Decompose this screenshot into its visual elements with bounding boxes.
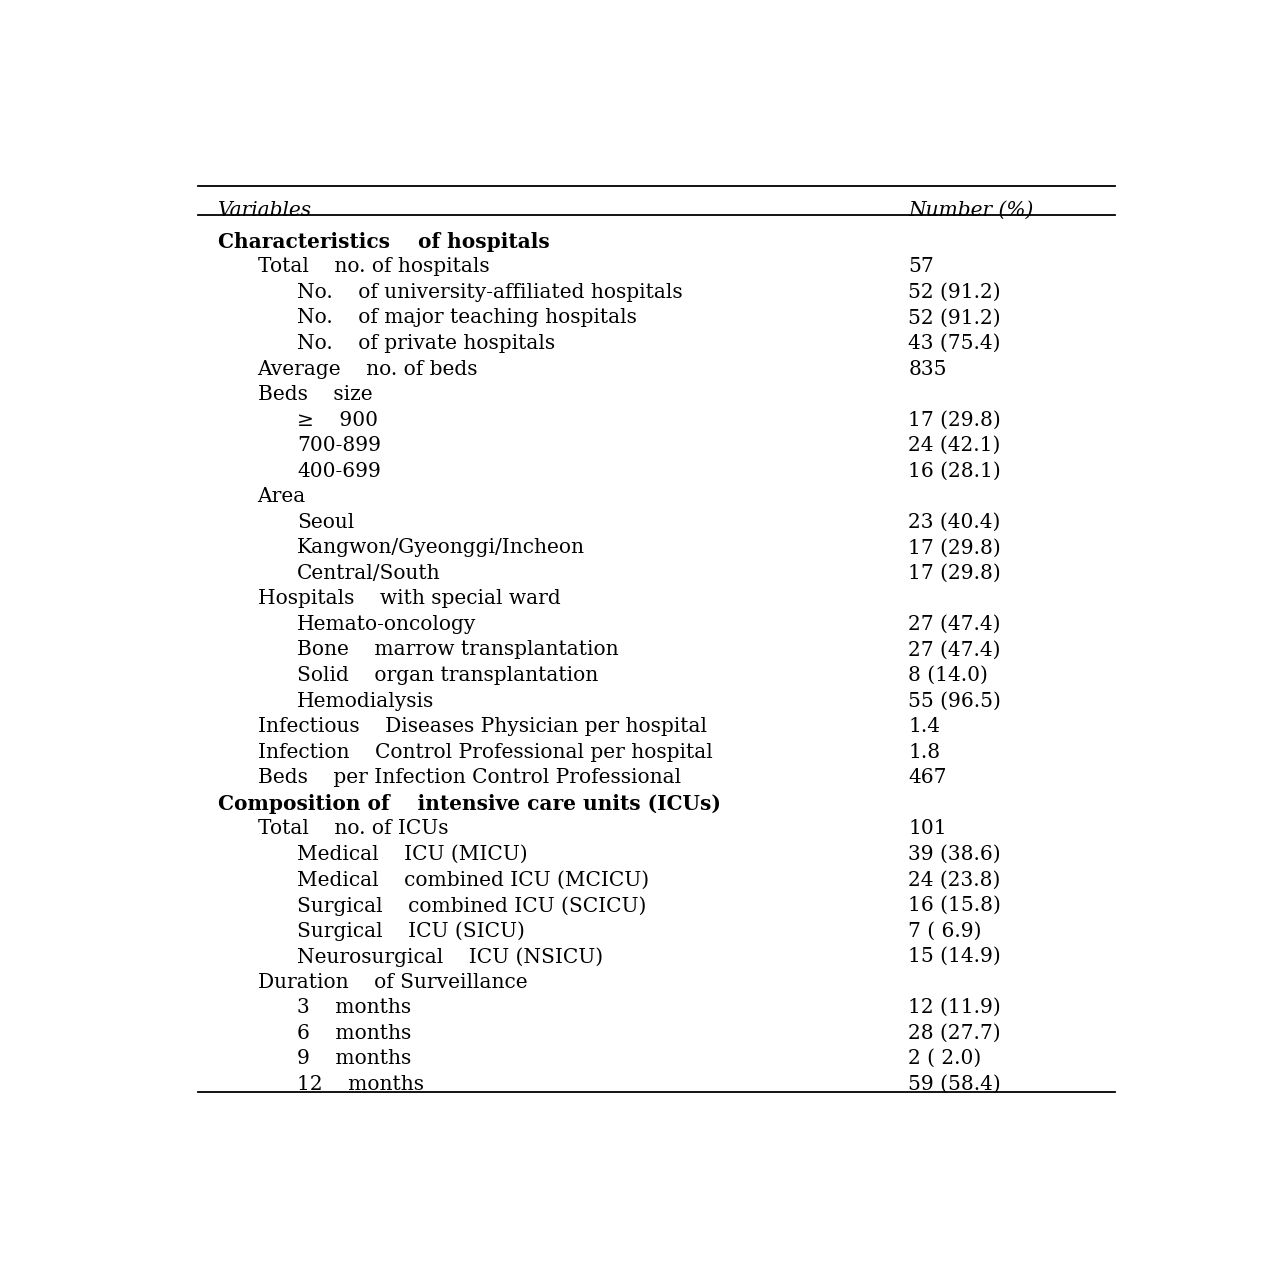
Text: 400-699: 400-699 <box>298 462 380 481</box>
Text: Hospitals    with special ward: Hospitals with special ward <box>257 590 561 609</box>
Text: Hemodialysis: Hemodialysis <box>298 691 434 710</box>
Text: Neurosurgical    ICU (NSICU): Neurosurgical ICU (NSICU) <box>298 947 603 967</box>
Text: 28 (27.7): 28 (27.7) <box>908 1024 1001 1043</box>
Text: 1.8: 1.8 <box>908 743 940 762</box>
Text: Medical    combined ICU (MCICU): Medical combined ICU (MCICU) <box>298 870 649 889</box>
Text: 8 (14.0): 8 (14.0) <box>908 666 988 685</box>
Text: Infectious    Diseases Physician per hospital: Infectious Diseases Physician per hospit… <box>257 717 706 736</box>
Text: Solid    organ transplantation: Solid organ transplantation <box>298 666 598 685</box>
Text: 17 (29.8): 17 (29.8) <box>908 410 1001 429</box>
Text: Area: Area <box>257 487 305 506</box>
Text: 835: 835 <box>908 360 946 379</box>
Text: 16 (15.8): 16 (15.8) <box>908 896 1001 915</box>
Text: 1.4: 1.4 <box>908 717 940 736</box>
Text: 467: 467 <box>908 768 946 787</box>
Text: 12 (11.9): 12 (11.9) <box>908 998 1001 1017</box>
Text: 52 (91.2): 52 (91.2) <box>908 309 1001 328</box>
Text: Composition of    intensive care units (ICUs): Composition of intensive care units (ICU… <box>219 794 721 814</box>
Text: 57: 57 <box>908 257 934 276</box>
Text: No.    of private hospitals: No. of private hospitals <box>298 334 555 353</box>
Text: 52 (91.2): 52 (91.2) <box>908 282 1001 301</box>
Text: Infection    Control Professional per hospital: Infection Control Professional per hospi… <box>257 743 712 762</box>
Text: 2 ( 2.0): 2 ( 2.0) <box>908 1050 982 1069</box>
Text: 24 (42.1): 24 (42.1) <box>908 437 1001 456</box>
Text: 7 ( 6.9): 7 ( 6.9) <box>908 922 982 941</box>
Text: No.    of major teaching hospitals: No. of major teaching hospitals <box>298 309 637 328</box>
Text: Total    no. of hospitals: Total no. of hospitals <box>257 257 490 276</box>
Text: Number (%): Number (%) <box>908 201 1034 220</box>
Text: Seoul: Seoul <box>298 513 355 532</box>
Text: 16 (28.1): 16 (28.1) <box>908 462 1001 481</box>
Text: 27 (47.4): 27 (47.4) <box>908 641 1001 660</box>
Text: Beds    size: Beds size <box>257 385 373 404</box>
Text: 55 (96.5): 55 (96.5) <box>908 691 1001 710</box>
Text: 9    months: 9 months <box>298 1050 411 1069</box>
Text: 59 (58.4): 59 (58.4) <box>908 1075 1001 1094</box>
Text: Kangwon/Gyeonggi/Incheon: Kangwon/Gyeonggi/Incheon <box>298 538 585 557</box>
Text: Variables: Variables <box>219 201 312 220</box>
Text: 17 (29.8): 17 (29.8) <box>908 538 1001 557</box>
Text: Medical    ICU (MICU): Medical ICU (MICU) <box>298 844 528 863</box>
Text: 6    months: 6 months <box>298 1024 411 1043</box>
Text: ≥    900: ≥ 900 <box>298 410 378 429</box>
Text: 43 (75.4): 43 (75.4) <box>908 334 1001 353</box>
Text: Beds    per Infection Control Professional: Beds per Infection Control Professional <box>257 768 681 787</box>
Text: 3    months: 3 months <box>298 998 411 1017</box>
Text: Average    no. of beds: Average no. of beds <box>257 360 478 379</box>
Text: 23 (40.4): 23 (40.4) <box>908 513 1001 532</box>
Text: 12    months: 12 months <box>298 1075 424 1094</box>
Text: Duration    of Surveillance: Duration of Surveillance <box>257 972 527 991</box>
Text: 17 (29.8): 17 (29.8) <box>908 563 1001 582</box>
Text: 27 (47.4): 27 (47.4) <box>908 615 1001 634</box>
Text: Hemato-oncology: Hemato-oncology <box>298 615 477 634</box>
Text: 24 (23.8): 24 (23.8) <box>908 870 1001 889</box>
Text: Total    no. of ICUs: Total no. of ICUs <box>257 819 448 838</box>
Text: Bone    marrow transplantation: Bone marrow transplantation <box>298 641 618 660</box>
Text: 700-899: 700-899 <box>298 437 382 456</box>
Text: Central/South: Central/South <box>298 563 440 582</box>
Text: Surgical    combined ICU (SCICU): Surgical combined ICU (SCICU) <box>298 896 646 915</box>
Text: No.    of university-affiliated hospitals: No. of university-affiliated hospitals <box>298 282 683 301</box>
Text: Characteristics    of hospitals: Characteristics of hospitals <box>219 232 550 252</box>
Text: Surgical    ICU (SICU): Surgical ICU (SICU) <box>298 922 525 941</box>
Text: 101: 101 <box>908 819 946 838</box>
Text: 39 (38.6): 39 (38.6) <box>908 844 1001 863</box>
Text: 15 (14.9): 15 (14.9) <box>908 947 1001 966</box>
